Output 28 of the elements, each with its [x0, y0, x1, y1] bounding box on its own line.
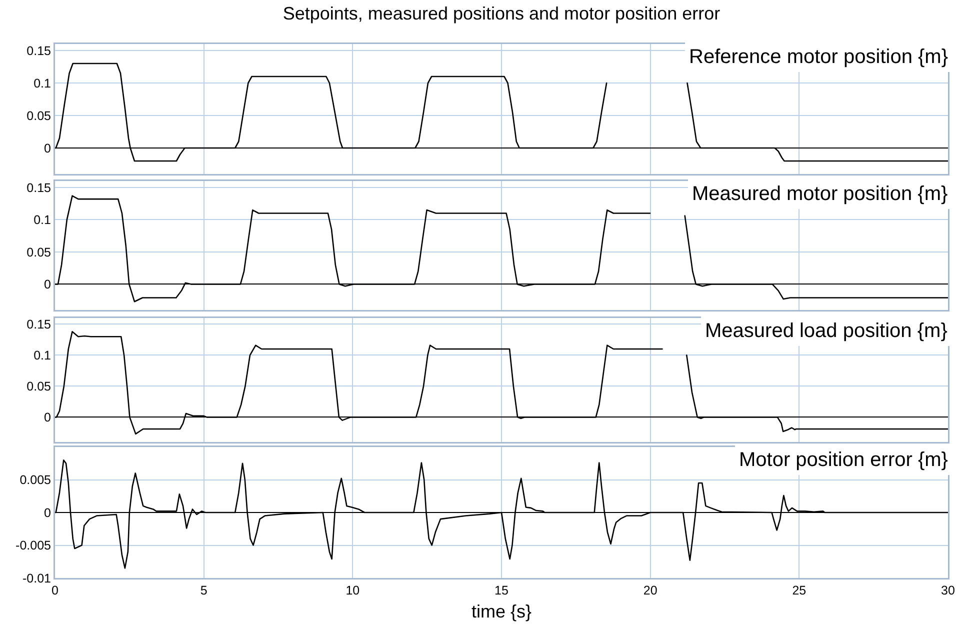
y-tick-label: 0.15 [26, 44, 52, 58]
x-tick-label: 25 [792, 584, 806, 598]
y-tick-label: 0.1 [34, 76, 52, 90]
y-tick-label: 0 [44, 278, 52, 292]
y-tick-label: 0 [44, 141, 52, 156]
y-tick-label: 0.1 [34, 348, 52, 363]
x-axis-title: time {s} [471, 601, 532, 622]
series-label: Measured load position {m} [705, 320, 948, 342]
x-tick-label: 15 [494, 584, 508, 598]
chart-title: Setpoints, measured positions and motor position error [282, 3, 720, 24]
y-tick-label: 0.005 [20, 473, 52, 488]
y-tick-label: 0 [44, 410, 52, 425]
y-tick-label: 0 [44, 506, 52, 520]
x-tick-label: 5 [200, 584, 208, 598]
y-tick-label: 0.1 [34, 213, 52, 228]
y-tick-label: 0.15 [26, 180, 52, 195]
series-label: Motor position error {m} [739, 449, 948, 471]
y-tick-label: 0.05 [26, 380, 52, 394]
y-tick-label: 0.15 [26, 318, 52, 332]
series-label: Measured motor position {m} [692, 183, 948, 205]
x-tick-label: 30 [941, 584, 955, 598]
y-tick-label: 0.05 [26, 245, 52, 260]
x-tick-label: 20 [643, 584, 658, 598]
y-tick-label: -0.005 [16, 538, 52, 553]
x-tick-label: 10 [346, 584, 360, 598]
y-tick-label: -0.01 [22, 571, 52, 586]
series-label: Reference motor position {m} [689, 46, 948, 68]
y-tick-label: 0.05 [26, 108, 52, 123]
